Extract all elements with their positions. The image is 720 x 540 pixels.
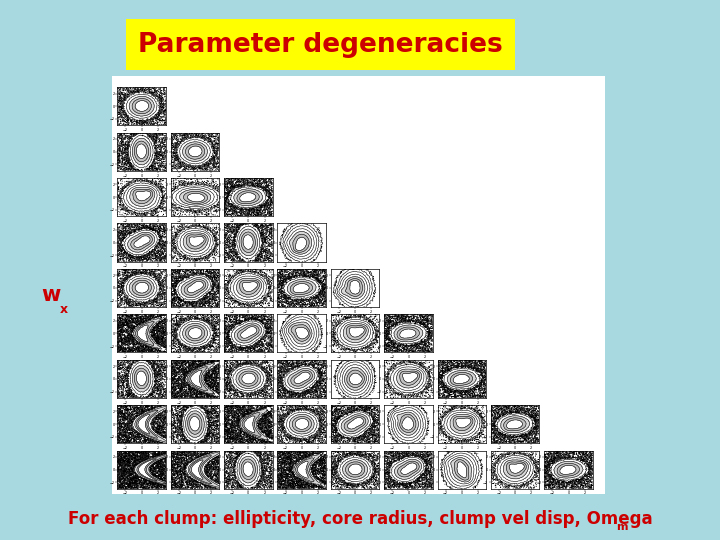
Text: w: w: [42, 285, 61, 305]
Text: m: m: [616, 522, 628, 532]
Text: Parameter degeneracies: Parameter degeneracies: [138, 31, 503, 58]
Text: x: x: [60, 303, 68, 316]
Text: For each clump: ellipticity, core radius, clump vel disp, Omega: For each clump: ellipticity, core radius…: [68, 510, 652, 528]
